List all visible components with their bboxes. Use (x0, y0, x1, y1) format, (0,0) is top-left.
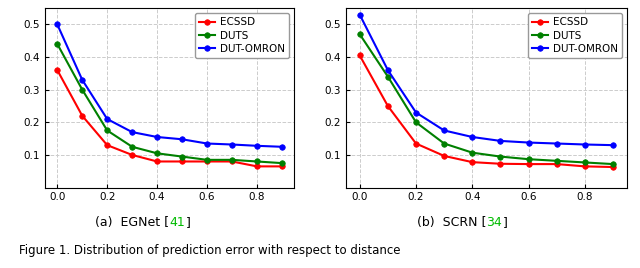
DUT-OMRON (525, 141, 532, 144)
DUTS (553, 159, 561, 162)
ECSSD (154, 160, 161, 163)
DUTS (384, 75, 392, 78)
DUTS (356, 32, 364, 36)
DUTS (228, 158, 236, 161)
DUT-OMRON (553, 142, 561, 145)
Text: (a)  EGNet [: (a) EGNet [ (95, 216, 170, 229)
DUT-OMRON (278, 145, 286, 148)
ECSSD (356, 54, 364, 57)
DUT-OMRON (228, 143, 236, 146)
DUT-OMRON (54, 23, 61, 26)
Line: ECSSD: ECSSD (54, 67, 285, 169)
DUTS (204, 158, 211, 161)
DUT-OMRON (104, 117, 111, 121)
Text: 41: 41 (170, 216, 186, 229)
ECSSD (79, 114, 86, 117)
DUT-OMRON (253, 144, 261, 147)
DUT-OMRON (204, 142, 211, 145)
DUTS (278, 162, 286, 165)
DUTS (412, 121, 420, 124)
DUT-OMRON (581, 143, 589, 146)
ECSSD (609, 165, 617, 169)
Line: ECSSD: ECSSD (357, 53, 616, 170)
Text: ]: ] (503, 216, 508, 229)
Text: Figure 1. Distribution of prediction error with respect to distance: Figure 1. Distribution of prediction err… (19, 244, 401, 257)
ECSSD (278, 165, 286, 168)
Line: DUTS: DUTS (357, 31, 616, 167)
DUT-OMRON (356, 13, 364, 16)
DUT-OMRON (154, 135, 161, 139)
Line: DUT-OMRON: DUT-OMRON (54, 22, 285, 150)
DUTS (468, 151, 476, 154)
DUTS (581, 161, 589, 164)
ECSSD (129, 153, 136, 157)
ECSSD (178, 160, 186, 163)
ECSSD (253, 165, 261, 168)
ECSSD (54, 68, 61, 72)
DUT-OMRON (468, 135, 476, 139)
ECSSD (581, 165, 589, 168)
DUT-OMRON (384, 68, 392, 72)
DUTS (253, 160, 261, 163)
DUTS (129, 145, 136, 148)
DUTS (525, 158, 532, 161)
DUTS (104, 129, 111, 132)
Legend: ECSSD, DUTS, DUT-OMRON: ECSSD, DUTS, DUT-OMRON (195, 13, 289, 58)
ECSSD (525, 162, 532, 166)
DUTS (178, 155, 186, 158)
DUTS (440, 142, 448, 145)
ECSSD (104, 144, 111, 147)
Text: 34: 34 (486, 216, 502, 229)
ECSSD (228, 160, 236, 163)
Legend: ECSSD, DUTS, DUT-OMRON: ECSSD, DUTS, DUT-OMRON (528, 13, 622, 58)
ECSSD (553, 162, 561, 166)
DUT-OMRON (129, 131, 136, 134)
DUTS (497, 155, 504, 158)
Text: ]: ] (186, 216, 191, 229)
DUT-OMRON (497, 139, 504, 143)
DUT-OMRON (609, 144, 617, 147)
DUTS (79, 88, 86, 91)
ECSSD (204, 160, 211, 163)
DUT-OMRON (178, 138, 186, 141)
ECSSD (412, 142, 420, 145)
Line: DUT-OMRON: DUT-OMRON (357, 12, 616, 148)
ECSSD (384, 104, 392, 107)
DUT-OMRON (79, 78, 86, 81)
Line: DUTS: DUTS (54, 41, 285, 166)
ECSSD (497, 162, 504, 165)
DUTS (154, 152, 161, 155)
ECSSD (468, 161, 476, 164)
DUT-OMRON (440, 129, 448, 132)
Text: (b)  SCRN [: (b) SCRN [ (417, 216, 486, 229)
ECSSD (440, 154, 448, 158)
DUT-OMRON (412, 111, 420, 114)
DUTS (54, 42, 61, 46)
DUTS (609, 162, 617, 166)
